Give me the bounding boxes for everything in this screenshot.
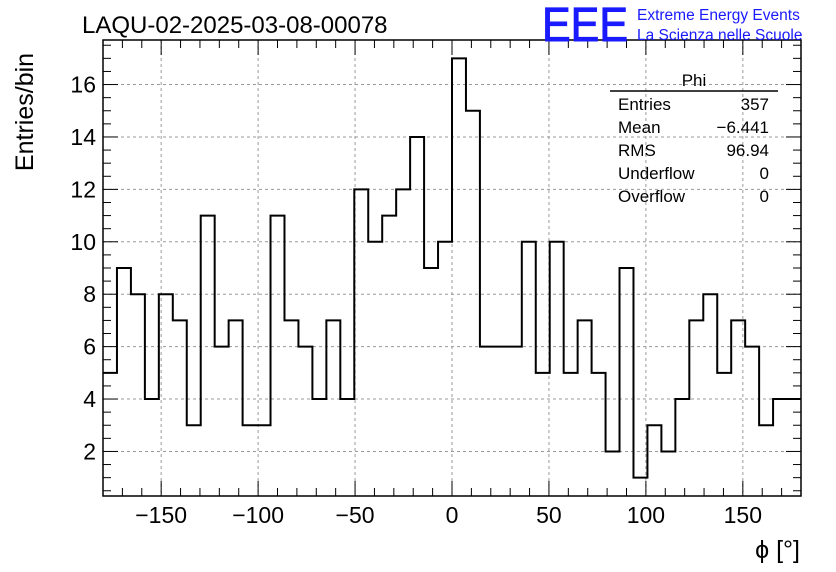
histogram-bin	[731, 320, 745, 496]
tick-layer	[103, 40, 801, 496]
histogram-bin	[340, 399, 354, 496]
histogram-bin	[578, 320, 592, 496]
histogram-bin	[215, 347, 229, 496]
logo-line-1: Extreme Energy Events	[637, 7, 800, 24]
histogram-bin	[494, 347, 508, 496]
histogram-bin	[243, 425, 257, 496]
stats-label-mean: Mean	[618, 118, 661, 137]
eee-logo-text: EEE	[542, 0, 628, 52]
histogram-bin	[271, 216, 285, 496]
histogram-bin	[759, 425, 773, 496]
histogram-bin	[382, 216, 396, 496]
x-tick-label: −50	[336, 502, 375, 528]
histogram-bin	[298, 347, 312, 496]
y-tick-label: 10	[70, 229, 96, 255]
y-tick-label: 8	[83, 281, 96, 307]
histogram-bin	[480, 347, 494, 496]
histogram-bin	[564, 373, 578, 496]
x-tick-label: 100	[627, 502, 665, 528]
histogram-bin	[787, 399, 801, 496]
stats-value-mean: −6.441	[717, 118, 769, 137]
histogram-bin	[438, 242, 452, 496]
histogram-outline	[103, 57, 801, 479]
stats-box: Phi Entries 357 Mean −6.441 RMS 96.94 Un…	[610, 71, 778, 206]
stats-label-underflow: Underflow	[618, 164, 695, 183]
histogram-bin	[773, 399, 787, 496]
histogram-bin	[410, 137, 424, 496]
eee-logo: EEE Extreme Energy Events La Scienza nel…	[542, 0, 803, 53]
histogram-bin	[466, 111, 480, 496]
histogram-bin	[452, 58, 466, 496]
stats-label-overflow: Overflow	[618, 187, 686, 206]
histogram-bin	[354, 189, 368, 496]
x-axis-label: ϕ [°]	[755, 536, 800, 564]
histogram-bin	[675, 399, 689, 496]
run-title: LAQU-02-2025-03-08-00078	[82, 12, 388, 39]
histogram-bin	[633, 478, 647, 496]
stats-value-rms: 96.94	[726, 141, 769, 160]
histogram-bin	[745, 347, 759, 496]
stats-label-rms: RMS	[618, 141, 656, 160]
histogram-bin	[326, 320, 340, 496]
histogram-bin	[201, 216, 215, 496]
histogram-bin	[717, 373, 731, 496]
y-tick-label: 12	[70, 176, 96, 202]
stats-value-underflow: 0	[760, 164, 769, 183]
histogram-bin	[131, 294, 145, 496]
histogram-bin	[284, 320, 298, 496]
histogram-bin	[187, 425, 201, 496]
histogram-bin	[620, 268, 634, 496]
histogram-bin	[606, 451, 620, 496]
logo-line-2: La Scienza nelle Scuole	[637, 27, 802, 44]
histogram-bin	[312, 399, 326, 496]
histogram-bin	[661, 451, 675, 496]
y-tick-label: 6	[83, 334, 96, 360]
histogram-bin	[508, 347, 522, 496]
histogram-bin	[145, 399, 159, 496]
histogram-bin	[229, 320, 243, 496]
histogram-bin	[257, 425, 271, 496]
histogram-bin	[689, 320, 703, 496]
histogram-bin	[703, 294, 717, 496]
histogram-bin	[647, 425, 661, 496]
histogram-bin	[522, 242, 536, 496]
stats-name: Phi	[682, 71, 707, 90]
histogram-bin	[173, 320, 187, 496]
histogram-bin	[424, 268, 438, 496]
x-tick-label: 150	[724, 502, 762, 528]
y-tick-label: 14	[70, 124, 96, 150]
histogram-bin	[117, 268, 131, 496]
y-tick-label: 4	[83, 386, 96, 412]
histogram-layer	[103, 57, 801, 496]
x-tick-label: 50	[536, 502, 562, 528]
histogram-bin	[536, 373, 550, 496]
x-tick-label: −100	[232, 502, 284, 528]
x-tick-label: 0	[446, 502, 459, 528]
stats-value-overflow: 0	[760, 187, 769, 206]
tick-label-layer: −150 −100 −50 0 50 100 150 2 4 6 8 10 12 14 16	[70, 72, 762, 528]
histogram-bin	[592, 373, 606, 496]
y-tick-label: 16	[70, 72, 96, 98]
y-tick-label: 2	[83, 438, 96, 464]
histogram-bin	[396, 189, 410, 496]
histogram-bin	[368, 242, 382, 496]
histogram-bin	[550, 242, 564, 496]
histogram-bin	[159, 294, 173, 496]
y-axis-label: Entries/bin	[11, 53, 39, 171]
stats-label-entries: Entries	[618, 95, 671, 114]
x-tick-label: −150	[135, 502, 187, 528]
stats-value-entries: 357	[741, 95, 769, 114]
